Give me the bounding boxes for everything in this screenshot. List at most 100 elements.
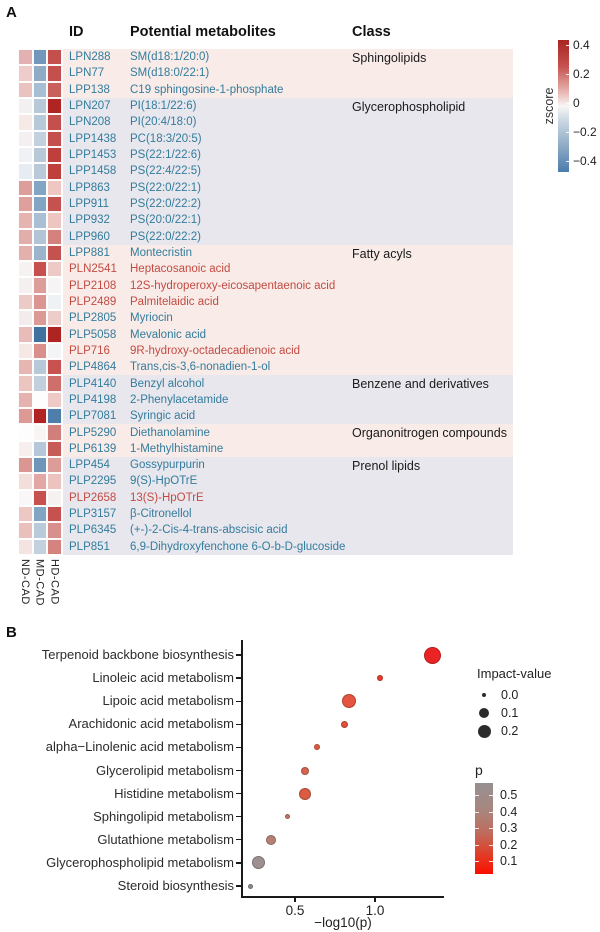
zscore-tick-label: −0.2: [573, 125, 597, 139]
metabolite-name: 12S-hydroperoxy-eicosapentaenoic acid: [130, 279, 336, 292]
heatmap-cell: [18, 522, 33, 539]
metabolite-name: Syringic acid: [130, 410, 196, 423]
heatmap-cell: [47, 244, 63, 262]
p-tick-label: 0.1: [500, 854, 518, 868]
pathway-label: Glutathione metabolism: [97, 831, 234, 847]
p-tick-mark: [489, 861, 493, 862]
heatmap-cell: [47, 522, 63, 539]
metabolite-name: Benzyl alcohol: [130, 377, 205, 390]
heatmap-cell: [18, 293, 33, 311]
heatmap-cell: [32, 146, 48, 164]
heatmap-header-metabolites: Potential metabolites: [130, 24, 276, 40]
metabolite-id: PLP7081: [69, 410, 117, 423]
heatmap-cell: [32, 375, 48, 392]
metabolite-id: LPP960: [69, 230, 110, 243]
heatmap-cell: [32, 179, 48, 196]
heatmap-cell: [47, 359, 63, 376]
zscore-tick-mark: [566, 132, 569, 133]
heatmap-cell: [47, 212, 63, 229]
heatmap-cell: [18, 326, 33, 343]
heatmap-cell: [47, 310, 63, 327]
y-tick-mark: [236, 700, 241, 702]
metabolite-name: 13(S)-HpOTrE: [130, 491, 204, 504]
metabolite-name: SM(d18:1/20:0): [130, 51, 210, 64]
metabolite-name: PS(20:0/22:1): [130, 214, 201, 227]
class-band: [63, 424, 513, 457]
metabolite-name: PS(22:4/22:5): [130, 165, 201, 178]
heatmap-cell: [32, 326, 48, 343]
heatmap-cell: [18, 163, 33, 180]
metabolite-id: PLP5058: [69, 328, 117, 341]
metabolite-id: LPP881: [69, 247, 110, 259]
heatmap-cell: [32, 522, 48, 539]
metabolite-name: Myriocin: [130, 312, 173, 325]
heatmap-cell: [18, 424, 33, 441]
heatmap-cell: [32, 293, 48, 311]
heatmap-cell: [18, 310, 33, 327]
heatmap-cell: [47, 457, 63, 474]
heatmap-cell: [18, 228, 33, 245]
heatmap-cell: [47, 293, 63, 311]
heatmap-cell: [18, 179, 33, 196]
metabolite-name: 2-Phenylacetamide: [130, 393, 229, 406]
y-tick-mark: [236, 746, 241, 749]
scatter-dot: [251, 856, 265, 870]
heatmap-column-label: HD-CAD: [48, 558, 61, 605]
heatmap-cell: [32, 310, 48, 327]
heatmap-cell: [18, 81, 33, 98]
heatmap-cell: [18, 49, 33, 66]
pathway-label: Glycerolipid metabolism: [96, 762, 234, 778]
class-label: Organonitrogen compounds: [352, 426, 507, 441]
heatmap-cell: [18, 391, 33, 409]
heatmap-cell: [32, 130, 48, 147]
impact-legend-label: 0.2: [501, 724, 519, 738]
heatmap-cell: [32, 538, 48, 555]
x-axis-line: [241, 896, 444, 898]
metabolite-id: PLP4198: [69, 393, 117, 406]
heatmap-cell: [47, 277, 63, 294]
metabolite-id: PLP6139: [69, 442, 117, 455]
p-tick-label: 0.5: [500, 788, 518, 802]
scatter-dot: [376, 675, 383, 682]
p-tick-label: 0.4: [500, 804, 518, 819]
metabolite-id: LPP138: [69, 83, 110, 96]
metabolite-id: PLP5290: [69, 426, 117, 439]
metabolite-id: PLN2541: [69, 263, 117, 276]
metabolite-name: Trans,cis-3,6-nonadien-1-ol: [130, 361, 271, 374]
zscore-colorbar: [558, 40, 569, 172]
heatmap-cell: [32, 244, 48, 262]
metabolite-id: PLP2489: [69, 295, 117, 308]
pathway-label: Terpenoid backbone biosynthesis: [41, 647, 234, 662]
heatmap-cell: [47, 342, 63, 360]
metabolite-name: 6,9-Dihydroxyfenchone 6-O-b-D-glucoside: [130, 540, 346, 553]
y-tick-mark: [236, 769, 241, 772]
zscore-tick-mark: [566, 161, 569, 162]
metabolite-id: LPP454: [69, 459, 110, 472]
x-tick-mark: [294, 897, 296, 902]
metabolite-name: Mevalonic acid: [130, 328, 207, 341]
heatmap-cell: [32, 391, 48, 409]
heatmap-cell: [32, 228, 48, 245]
y-tick-mark: [236, 885, 241, 887]
heatmap-column-label: ND-CAD: [19, 558, 31, 605]
metabolite-name: 9(S)-HpOTrE: [130, 475, 198, 488]
p-tick-mark: [489, 811, 493, 813]
heatmap-cell: [18, 408, 33, 425]
heatmap-header-id: ID: [69, 24, 84, 40]
heatmap-cell: [18, 359, 33, 376]
heatmap-cell: [47, 261, 63, 278]
y-tick-mark: [236, 862, 241, 864]
scatter-dot: [314, 744, 321, 751]
heatmap-cell: [47, 505, 63, 523]
impact-legend-dot: [477, 724, 491, 738]
p-tick-mark: [489, 828, 493, 829]
heatmap-cell: [18, 195, 33, 213]
zscore-tick-label: −0.4: [573, 154, 597, 168]
x-tick-mark: [374, 897, 376, 902]
heatmap-cell: [32, 457, 48, 474]
heatmap-cell: [47, 538, 63, 555]
p-legend-title: p: [475, 762, 483, 778]
scatter-dot: [424, 646, 442, 664]
metabolite-name: 1-Methylhistamine: [130, 442, 224, 455]
